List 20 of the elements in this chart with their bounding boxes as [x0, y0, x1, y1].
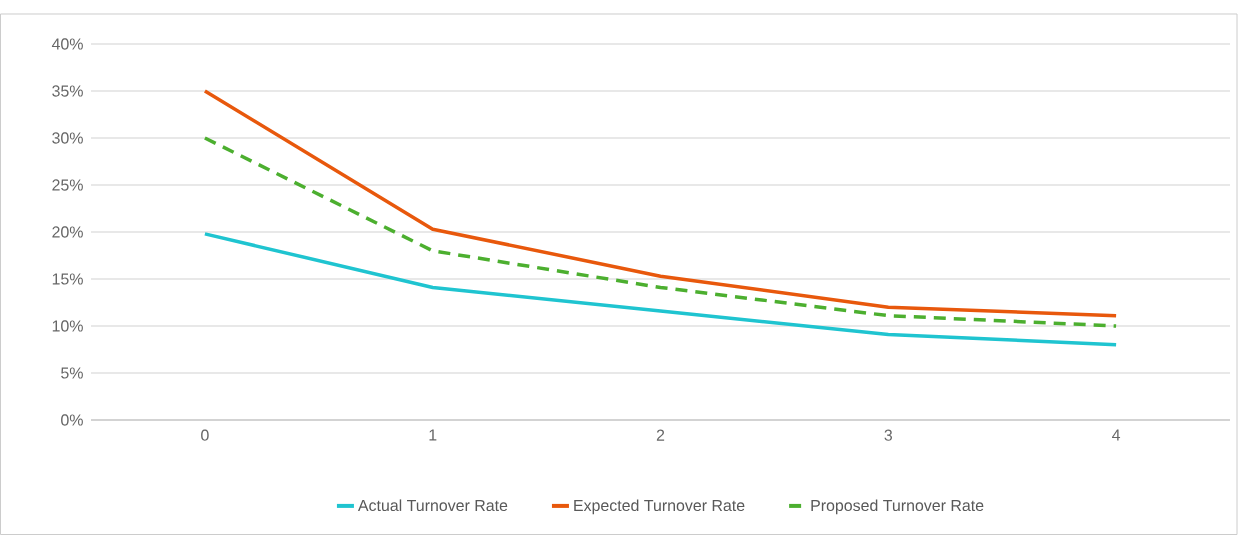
x-tick-label: 4: [1112, 429, 1121, 441]
x-tick-label: 2: [656, 429, 665, 441]
x-tick-label: 3: [884, 429, 893, 441]
legend-label: Expected Turnover Rate: [574, 499, 745, 515]
legend-label: Proposed Turnover Rate: [811, 499, 984, 515]
line-series: [203, 89, 1118, 318]
y-tick-label: 35%: [52, 85, 83, 97]
y-tick-label: 15%: [52, 273, 83, 285]
x-tick-label: 0: [201, 429, 209, 441]
y-tick-label: 20%: [52, 226, 83, 238]
x-tick-label: 1: [429, 429, 437, 441]
y-tick-label: 10%: [52, 320, 83, 332]
y-tick-label: 5%: [61, 367, 83, 379]
line-series: [203, 136, 1118, 328]
y-tick-label: 0%: [61, 414, 83, 426]
line-series: [203, 232, 1118, 347]
legend-label: Actual Turnover Rate: [357, 499, 508, 512]
y-tick-label: 40%: [51, 38, 83, 50]
y-tick-label: 25%: [52, 179, 83, 191]
y-tick-label: 30%: [52, 132, 83, 144]
